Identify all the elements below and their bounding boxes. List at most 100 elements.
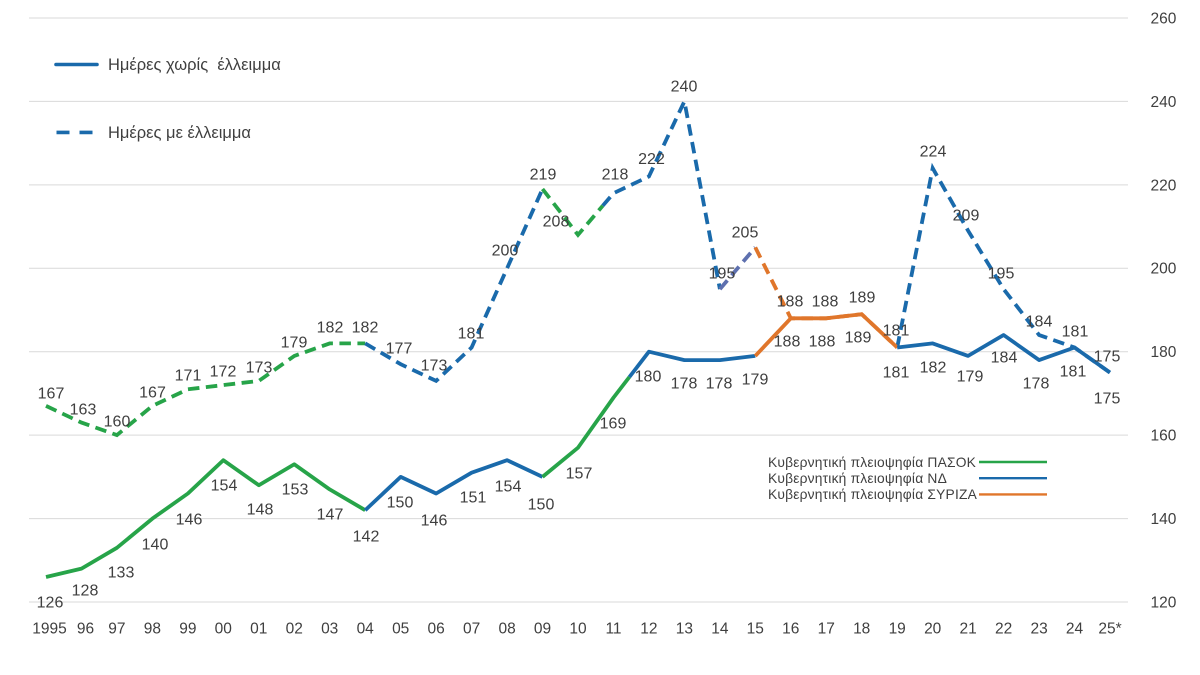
svg-text:148: 148	[247, 502, 274, 519]
svg-text:13: 13	[676, 620, 693, 637]
svg-text:181: 181	[883, 365, 910, 382]
svg-text:22: 22	[995, 620, 1012, 637]
svg-text:240: 240	[1151, 94, 1177, 111]
svg-text:03: 03	[321, 620, 338, 637]
svg-text:180: 180	[1151, 344, 1177, 361]
svg-text:179: 179	[281, 335, 308, 352]
svg-text:140: 140	[142, 537, 169, 554]
svg-text:99: 99	[179, 620, 196, 637]
svg-text:150: 150	[387, 495, 414, 512]
svg-text:220: 220	[1151, 177, 1177, 194]
svg-text:240: 240	[671, 79, 698, 96]
svg-text:224: 224	[920, 144, 947, 161]
svg-text:146: 146	[421, 513, 448, 530]
svg-text:178: 178	[1023, 376, 1050, 393]
svg-text:16: 16	[782, 620, 799, 637]
svg-text:97: 97	[108, 620, 125, 637]
svg-text:18: 18	[853, 620, 870, 637]
svg-text:184: 184	[1026, 314, 1053, 331]
svg-text:180: 180	[635, 369, 662, 386]
svg-text:00: 00	[215, 620, 233, 637]
svg-text:Ημέρες με έλλειμμα: Ημέρες με έλλειμμα	[108, 124, 251, 142]
svg-text:182: 182	[352, 320, 379, 337]
svg-text:188: 188	[812, 294, 839, 311]
svg-text:128: 128	[72, 583, 99, 600]
svg-text:15: 15	[747, 620, 764, 637]
svg-text:150: 150	[528, 497, 555, 514]
svg-text:20: 20	[924, 620, 942, 637]
svg-text:01: 01	[250, 620, 267, 637]
svg-text:222: 222	[638, 151, 665, 168]
svg-text:160: 160	[104, 414, 131, 431]
svg-text:189: 189	[845, 330, 872, 347]
svg-text:05: 05	[392, 620, 409, 637]
svg-text:163: 163	[70, 402, 97, 419]
svg-text:172: 172	[210, 364, 237, 381]
svg-text:157: 157	[566, 466, 593, 483]
svg-text:04: 04	[357, 620, 375, 637]
svg-text:17: 17	[818, 620, 835, 637]
svg-text:120: 120	[1151, 594, 1177, 611]
svg-text:126: 126	[37, 595, 64, 612]
svg-text:181: 181	[458, 326, 485, 343]
svg-text:188: 188	[774, 334, 801, 351]
svg-text:195: 195	[709, 266, 736, 283]
svg-text:179: 179	[957, 369, 984, 386]
svg-text:182: 182	[317, 320, 344, 337]
svg-text:177: 177	[386, 341, 413, 358]
svg-text:12: 12	[640, 620, 657, 637]
svg-text:175: 175	[1094, 391, 1121, 408]
svg-text:208: 208	[543, 214, 570, 231]
svg-text:179: 179	[742, 372, 769, 389]
svg-text:178: 178	[671, 376, 698, 393]
svg-text:07: 07	[463, 620, 480, 637]
svg-text:25*: 25*	[1098, 620, 1121, 637]
svg-text:205: 205	[732, 225, 759, 242]
svg-text:146: 146	[176, 512, 203, 529]
svg-text:260: 260	[1151, 10, 1177, 27]
svg-text:147: 147	[317, 507, 344, 524]
svg-text:19: 19	[889, 620, 906, 637]
svg-text:181: 181	[1060, 364, 1087, 381]
svg-text:188: 188	[809, 334, 836, 351]
svg-text:154: 154	[495, 479, 522, 496]
svg-text:209: 209	[953, 208, 980, 225]
svg-text:154: 154	[211, 478, 238, 495]
svg-text:1995: 1995	[32, 620, 66, 637]
svg-text:184: 184	[991, 350, 1018, 367]
svg-text:142: 142	[353, 529, 380, 546]
svg-text:Κυβερνητική πλειοψηφία ΠΑΣΟΚ: Κυβερνητική πλειοψηφία ΠΑΣΟΚ	[768, 455, 977, 470]
svg-text:200: 200	[1151, 261, 1177, 278]
svg-text:173: 173	[246, 360, 273, 377]
svg-text:151: 151	[460, 490, 487, 507]
svg-text:14: 14	[711, 620, 729, 637]
svg-text:24: 24	[1066, 620, 1084, 637]
svg-text:09: 09	[534, 620, 551, 637]
svg-text:10: 10	[569, 620, 587, 637]
svg-text:153: 153	[282, 482, 309, 499]
svg-text:06: 06	[427, 620, 444, 637]
svg-text:175: 175	[1094, 349, 1121, 366]
svg-text:Κυβερνητική πλειοψηφία ΝΔ: Κυβερνητική πλειοψηφία ΝΔ	[768, 471, 947, 486]
svg-text:02: 02	[286, 620, 303, 637]
svg-text:08: 08	[498, 620, 515, 637]
svg-text:167: 167	[38, 386, 65, 403]
svg-text:21: 21	[959, 620, 976, 637]
svg-text:96: 96	[77, 620, 94, 637]
svg-text:195: 195	[988, 266, 1015, 283]
svg-text:140: 140	[1151, 511, 1177, 528]
svg-text:Κυβερνητική πλειοψηφία ΣΥΡΙΖΑ: Κυβερνητική πλειοψηφία ΣΥΡΙΖΑ	[768, 487, 978, 502]
svg-text:167: 167	[139, 385, 166, 402]
svg-text:23: 23	[1030, 620, 1047, 637]
svg-text:188: 188	[777, 294, 804, 311]
svg-text:200: 200	[492, 243, 519, 260]
svg-text:189: 189	[849, 290, 876, 307]
svg-text:219: 219	[530, 167, 557, 184]
svg-text:181: 181	[883, 323, 910, 340]
svg-text:181: 181	[1062, 324, 1089, 341]
svg-text:173: 173	[421, 358, 448, 375]
svg-text:218: 218	[602, 167, 629, 184]
svg-text:11: 11	[605, 620, 621, 637]
svg-text:171: 171	[175, 368, 202, 385]
svg-text:Ημέρες χωρίς έλλειμμα: Ημέρες χωρίς έλλειμμα	[108, 56, 281, 74]
